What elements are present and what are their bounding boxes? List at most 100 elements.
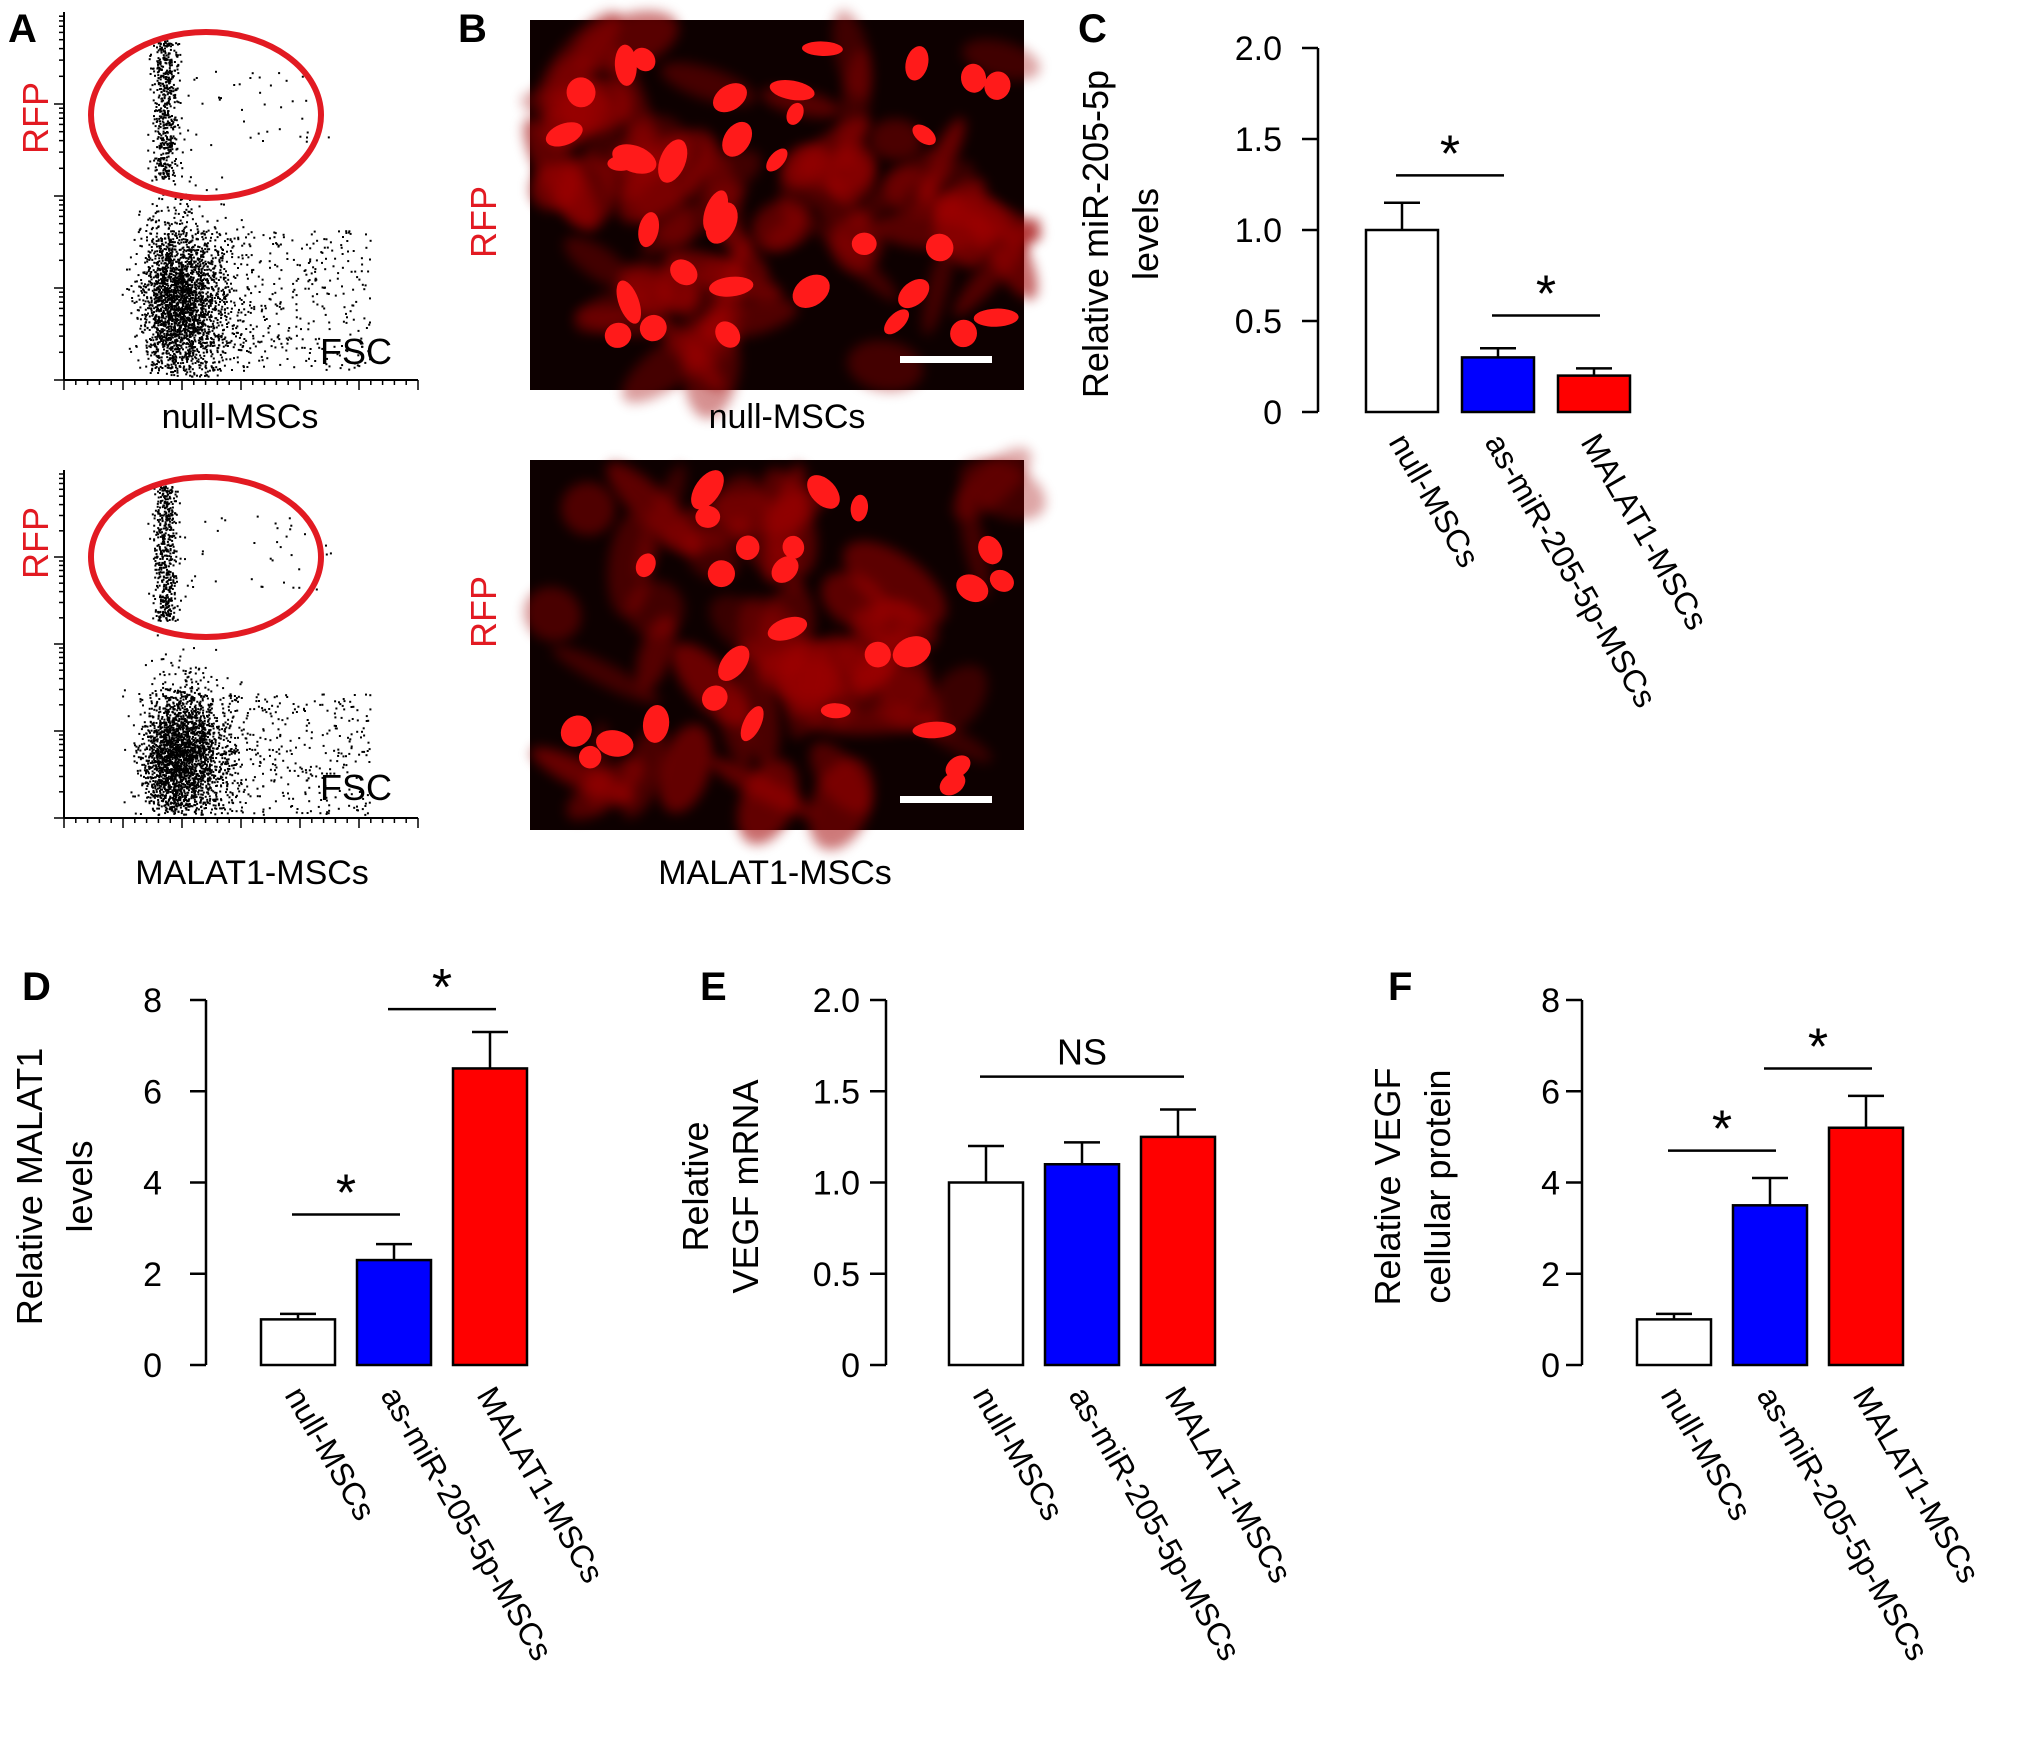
flow-event bbox=[181, 776, 184, 779]
flow-event bbox=[141, 784, 144, 787]
flow-event bbox=[229, 741, 232, 743]
flow-event bbox=[196, 300, 199, 303]
flow-event bbox=[227, 243, 229, 246]
flow-event bbox=[187, 246, 190, 249]
flow-event bbox=[356, 364, 359, 367]
flow-event bbox=[172, 779, 175, 782]
flow-event bbox=[224, 303, 226, 306]
flow-event bbox=[231, 750, 234, 753]
flow-event bbox=[195, 280, 198, 283]
flow-event bbox=[169, 302, 172, 305]
flow-event bbox=[189, 294, 192, 297]
flow-event bbox=[176, 279, 179, 282]
flow-event bbox=[204, 374, 206, 377]
flow-event bbox=[227, 739, 230, 742]
flow-event bbox=[243, 369, 245, 372]
flow-event bbox=[191, 234, 194, 237]
flow-event bbox=[245, 339, 248, 342]
flow-event bbox=[205, 341, 208, 344]
flow-event bbox=[157, 136, 160, 139]
flow-event bbox=[158, 361, 161, 364]
flow-event bbox=[173, 286, 176, 289]
flow-event bbox=[202, 672, 205, 675]
flow-event bbox=[150, 297, 153, 300]
flow-event bbox=[162, 345, 165, 348]
flow-event bbox=[369, 297, 371, 300]
flow-event bbox=[244, 313, 247, 316]
flow-event bbox=[164, 688, 167, 691]
flow-event bbox=[138, 210, 141, 213]
flow-event bbox=[230, 752, 233, 755]
flow-event bbox=[361, 283, 364, 286]
flow-event bbox=[179, 313, 182, 316]
flow-event bbox=[135, 761, 138, 764]
flow-event bbox=[212, 327, 215, 330]
flow-event bbox=[216, 725, 218, 728]
flow-event bbox=[167, 364, 170, 367]
flow-event bbox=[170, 223, 173, 226]
flow-event bbox=[159, 673, 162, 676]
flow-event bbox=[128, 288, 131, 291]
flow-event bbox=[198, 692, 201, 695]
flow-event bbox=[183, 754, 186, 757]
flow-event bbox=[170, 299, 173, 302]
flow-event bbox=[200, 282, 203, 285]
flow-event bbox=[219, 368, 221, 370]
flow-event bbox=[186, 783, 189, 786]
flow-event bbox=[181, 312, 184, 315]
flow-event bbox=[147, 772, 150, 775]
flow-event bbox=[151, 783, 154, 786]
flow-event bbox=[139, 227, 142, 230]
flow-event bbox=[158, 753, 161, 756]
flow-event bbox=[160, 334, 163, 337]
flow-event bbox=[142, 288, 144, 291]
flow-event bbox=[231, 246, 234, 249]
flow-event bbox=[157, 291, 160, 294]
flow-event bbox=[199, 354, 202, 357]
flow-event bbox=[225, 300, 228, 303]
flow-event bbox=[182, 216, 185, 218]
flow-event bbox=[158, 299, 161, 302]
flow-event bbox=[314, 360, 317, 362]
flow-event bbox=[175, 294, 178, 297]
flow-event bbox=[347, 360, 350, 363]
flow-event bbox=[196, 328, 199, 331]
flow-event bbox=[170, 809, 173, 812]
flow-event bbox=[174, 749, 177, 752]
flow-event bbox=[184, 212, 187, 214]
flow-event bbox=[197, 339, 200, 342]
flow-event bbox=[220, 271, 223, 274]
flow-event bbox=[196, 225, 199, 228]
flow-event bbox=[163, 758, 166, 760]
flow-event bbox=[191, 246, 193, 249]
flow-event bbox=[186, 214, 189, 217]
flow-event bbox=[154, 102, 157, 105]
flow-event bbox=[251, 269, 253, 272]
flow-event bbox=[168, 249, 171, 252]
flow-event bbox=[164, 323, 167, 326]
flow-event bbox=[311, 283, 314, 286]
flow-event bbox=[198, 291, 201, 294]
flow-event bbox=[146, 296, 149, 299]
flow-event bbox=[164, 134, 167, 137]
flow-event bbox=[198, 270, 200, 273]
flow-event bbox=[291, 239, 294, 242]
flow-event bbox=[149, 276, 152, 278]
flow-event bbox=[309, 260, 312, 263]
flow-event bbox=[163, 175, 166, 178]
flow-event bbox=[176, 756, 179, 759]
flow-event bbox=[215, 302, 218, 304]
flow-event bbox=[204, 347, 206, 350]
flow-event bbox=[165, 724, 168, 726]
flow-event bbox=[159, 272, 162, 275]
flow-event bbox=[186, 281, 189, 284]
flow-event bbox=[257, 340, 260, 343]
flow-event bbox=[165, 336, 168, 339]
flow-event bbox=[201, 267, 204, 270]
flow-event bbox=[170, 71, 172, 74]
flow-event bbox=[167, 56, 170, 59]
flow-event bbox=[241, 244, 244, 247]
flow-event bbox=[189, 370, 192, 373]
flow-event bbox=[353, 366, 356, 369]
flow-event bbox=[173, 322, 176, 325]
